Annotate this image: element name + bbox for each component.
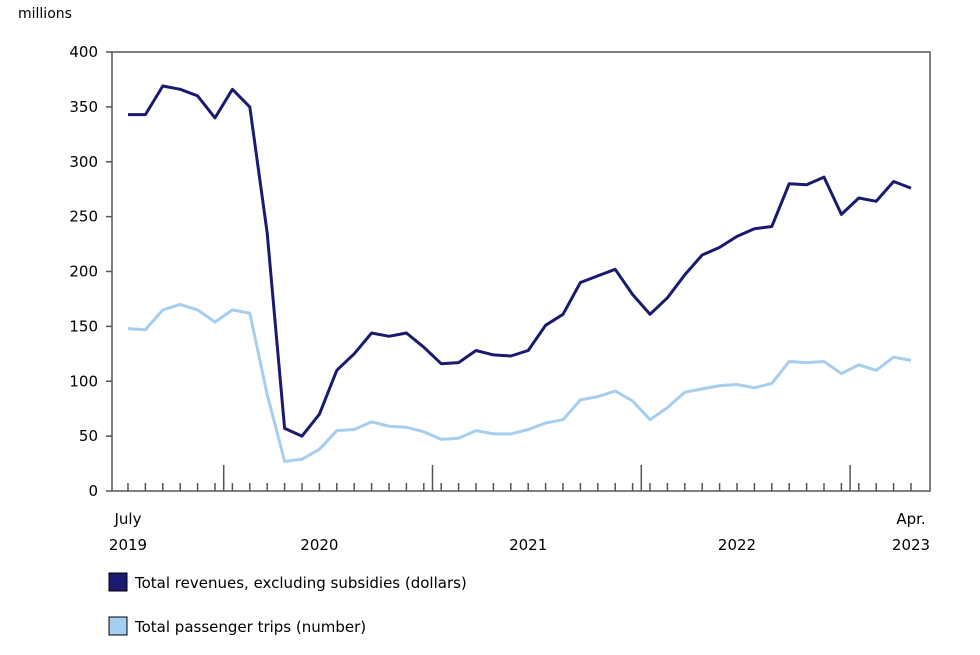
legend-swatch — [108, 616, 128, 636]
y-tick-label: 100 — [69, 372, 98, 390]
x-tick-label-line2: 2019 — [109, 536, 147, 554]
x-tick-label-line2: 2021 — [509, 536, 547, 554]
y-tick-label: 0 — [88, 482, 98, 500]
x-axis: July 2019 2020 2021 2022 Apr. 2023 — [109, 465, 930, 554]
y-axis-unit-label: millions — [18, 6, 72, 22]
y-axis: 0 50 100 150 200 250 300 350 400 — [69, 43, 112, 500]
y-tick-label: 300 — [69, 153, 98, 171]
plot-frame — [111, 51, 931, 492]
series-line — [127, 302, 912, 463]
legend-label: Total revenues, excluding subsidies (dol… — [134, 574, 467, 592]
y-tick-label: 350 — [69, 98, 98, 116]
x-tick-label-line2: 2020 — [300, 536, 338, 554]
x-tick-label-line1: July — [114, 510, 142, 528]
series-layer — [127, 84, 912, 463]
y-tick-label: 250 — [69, 208, 98, 226]
y-tick-label: 400 — [69, 43, 98, 61]
y-tick-label: 200 — [69, 263, 98, 281]
series-line — [128, 84, 912, 438]
x-tick-label-line2: 2023 — [892, 536, 930, 554]
x-tick-label-line2: 2022 — [718, 536, 756, 554]
x-tick-label-line1: Apr. — [896, 510, 925, 528]
legend-label: Total passenger trips (number) — [134, 618, 366, 636]
y-tick-label: 50 — [79, 427, 98, 445]
y-tick-label: 150 — [69, 317, 98, 335]
legend-swatch — [108, 572, 128, 592]
legend: Total revenues, excluding subsidies (dol… — [108, 572, 467, 636]
